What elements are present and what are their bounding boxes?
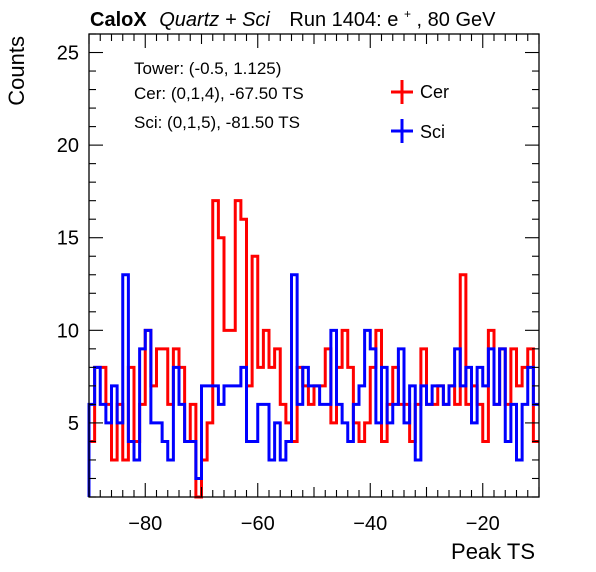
x-tick-label: −40 <box>353 513 387 535</box>
legend: Cer Sci <box>391 80 449 143</box>
header: CaloX Quartz + Sci Run 1404: e + , 80 Ge… <box>90 1 496 31</box>
series-cer <box>87 199 539 499</box>
run-label-sup: + <box>404 7 411 21</box>
legend-label-cer: Cer <box>420 82 449 102</box>
x-tick-label: −80 <box>128 513 162 535</box>
y-tick-label: 25 <box>57 43 79 65</box>
y-tick-label: 20 <box>57 135 79 157</box>
legend-item-cer: Cer <box>391 80 449 104</box>
y-axis-label: Counts <box>4 36 29 106</box>
series-layer <box>87 199 539 499</box>
y-tick-label: 10 <box>57 320 79 342</box>
brand-label: CaloX <box>90 9 147 31</box>
plot-frame <box>88 33 540 498</box>
annotation-cer: Cer: (0,1,4), -67.50 TS <box>134 84 304 103</box>
x-axis-label: Peak TS <box>451 539 535 564</box>
legend-label-sci: Sci <box>420 122 445 142</box>
y-tick-label: 15 <box>57 228 79 250</box>
run-label-suffix: , 80 GeV <box>417 9 497 31</box>
x-tick-label: −20 <box>466 513 500 535</box>
tick-layer: −80 −60 −40 −20 5 10 15 20 25 <box>57 33 540 535</box>
x-tick-label: −60 <box>241 513 275 535</box>
annotation-sci: Sci: (0,1,5), -81.50 TS <box>134 113 300 132</box>
subtitle-label: Quartz + Sci <box>159 9 270 31</box>
annotation-tower: Tower: (-0.5, 1.125) <box>134 59 281 78</box>
series-sci <box>87 273 539 497</box>
y-tick-label: 5 <box>68 413 79 435</box>
run-label: Run 1404: e <box>289 9 398 31</box>
legend-item-sci: Sci <box>391 119 445 143</box>
